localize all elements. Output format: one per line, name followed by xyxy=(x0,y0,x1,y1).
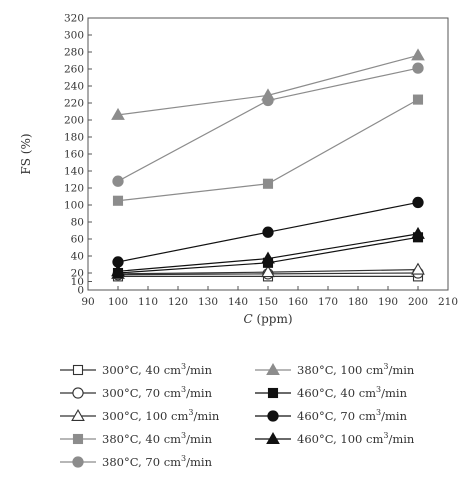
x-axis-title: C (ppm) xyxy=(243,312,292,326)
legend-label: 300°C, 40 cm3/min xyxy=(102,362,213,377)
marker-triangle xyxy=(411,262,425,275)
marker-circle xyxy=(412,196,424,209)
y-tick-label: 120 xyxy=(64,183,84,195)
marker-square xyxy=(72,364,84,376)
y-tick-label: 60 xyxy=(71,234,84,246)
y-tick-label: 300 xyxy=(64,30,84,42)
y-tick-label: 180 xyxy=(64,132,84,144)
marker-triangle xyxy=(411,226,425,239)
marker-square xyxy=(267,387,279,399)
y-tick-label: 40 xyxy=(71,251,84,263)
marker-triangle xyxy=(266,431,280,444)
plot-frame xyxy=(87,17,449,291)
y-tick-label: 100 xyxy=(64,200,84,212)
y-tick-label: 0 xyxy=(77,285,84,297)
series xyxy=(111,226,425,277)
legend-label: 300°C, 70 cm3/min xyxy=(102,385,213,400)
x-tick-label: 110 xyxy=(138,296,158,308)
y-tick-label: 10 xyxy=(71,276,84,288)
marker-square xyxy=(112,195,124,206)
legend: 300°C, 40 cm3/min 300°C, 70 cm3/min 300°C,… xyxy=(60,362,415,469)
legend-label: 460°C, 100 cm3/min xyxy=(297,431,415,446)
legend-item: 460°C, 40 cm3/min xyxy=(255,385,408,400)
x-tick-label: 140 xyxy=(228,296,248,308)
legend-item: 460°C, 70 cm3/min xyxy=(255,408,408,423)
x-tick-label: 180 xyxy=(348,296,368,308)
x-tick-label: 150 xyxy=(258,296,278,308)
series-layer xyxy=(111,48,425,282)
marker-circle xyxy=(412,62,424,74)
series xyxy=(112,62,424,187)
y-tick-label: 260 xyxy=(64,64,84,76)
marker-triangle xyxy=(111,264,125,277)
legend-item: 380°C, 40 cm3/min xyxy=(60,431,213,446)
marker-triangle xyxy=(266,362,280,375)
marker-circle xyxy=(72,456,84,468)
marker-circle xyxy=(112,175,124,187)
y-tick-label: 20 xyxy=(71,268,84,280)
legend-item: 300°C, 70 cm3/min xyxy=(60,385,213,400)
legend-item: 380°C, 70 cm3/min xyxy=(60,454,213,469)
y-tick-label: 280 xyxy=(64,47,84,59)
x-axis-title-variable: C xyxy=(243,312,252,326)
y-tick-label: 320 xyxy=(64,13,84,25)
legend-item: 300°C, 40 cm3/min xyxy=(60,362,213,377)
x-tick-label: 90 xyxy=(81,296,94,308)
x-axis-title-unit: (ppm) xyxy=(253,312,293,326)
marker-circle xyxy=(267,410,279,422)
legend-label: 300°C, 100 cm3/min xyxy=(102,408,220,423)
marker-circle xyxy=(72,387,84,399)
y-tick-label: 80 xyxy=(71,217,84,229)
legend-item: 300°C, 100 cm3/min xyxy=(60,408,220,423)
marker-triangle xyxy=(261,265,275,278)
x-tick-label: 170 xyxy=(318,296,338,308)
marker-square xyxy=(412,94,424,105)
series xyxy=(112,196,424,268)
x-tick-label: 120 xyxy=(168,296,188,308)
x-tick-label: 190 xyxy=(378,296,398,308)
y-tick-label: 240 xyxy=(64,81,84,93)
x-tick-label: 210 xyxy=(438,296,458,308)
marker-triangle xyxy=(111,107,125,120)
y-tick-label: 140 xyxy=(64,166,84,178)
x-tick-label: 160 xyxy=(288,296,308,308)
y-tick-label: 160 xyxy=(64,149,84,161)
marker-triangle xyxy=(411,48,425,61)
y-axis-title: FS (%) xyxy=(19,133,33,174)
marker-triangle xyxy=(261,251,275,264)
legend-item: 460°C, 100 cm3/min xyxy=(255,431,415,446)
y-tick-label: 200 xyxy=(64,115,84,127)
marker-triangle xyxy=(261,88,275,101)
legend-label: 460°C, 70 cm3/min xyxy=(297,408,408,423)
legend-label: 460°C, 40 cm3/min xyxy=(297,385,408,400)
x-tick-label: 100 xyxy=(108,296,128,308)
legend-label: 380°C, 70 cm3/min xyxy=(102,454,213,469)
legend-item: 380°C, 100 cm3/min xyxy=(255,362,415,377)
series xyxy=(112,94,424,206)
marker-circle xyxy=(262,226,274,238)
legend-label: 380°C, 40 cm3/min xyxy=(102,431,213,446)
axes: 90 100 110 120 130 140 150 160 170 180 190 200 21001… xyxy=(64,13,458,309)
series xyxy=(111,48,425,120)
marker-triangle xyxy=(71,408,85,421)
legend-label: 380°C, 100 cm3/min xyxy=(297,362,415,377)
y-tick-label: 220 xyxy=(64,98,84,110)
marker-square xyxy=(72,433,84,445)
x-tick-label: 200 xyxy=(408,296,428,308)
x-tick-label: 130 xyxy=(198,296,218,308)
marker-square xyxy=(262,178,274,189)
